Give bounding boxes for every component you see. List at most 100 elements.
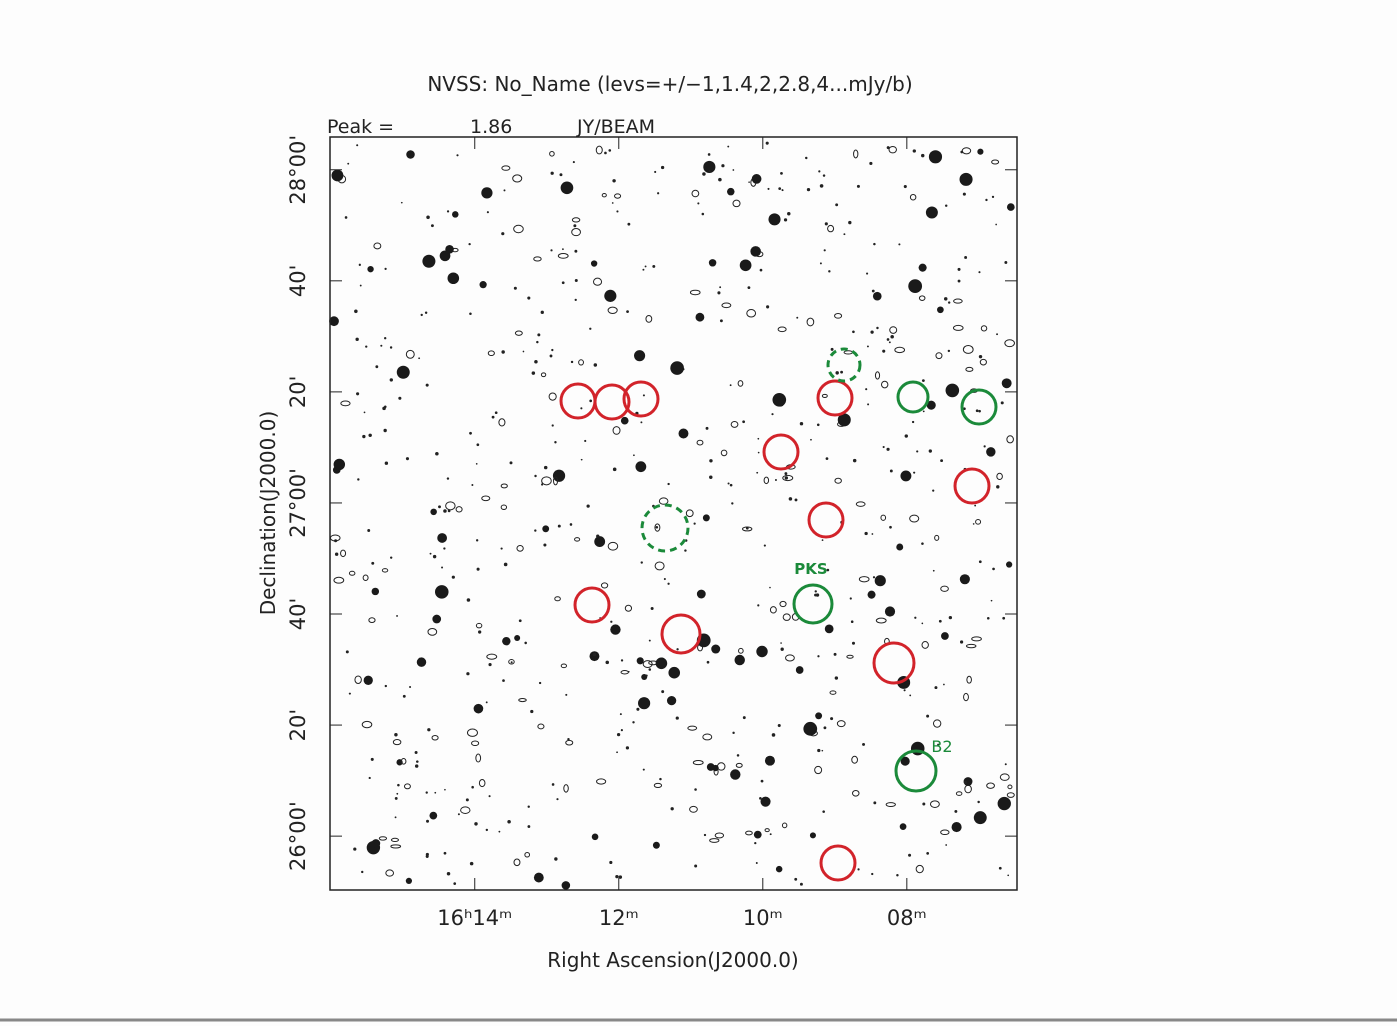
contour-source bbox=[1006, 561, 1013, 568]
contour-speck bbox=[871, 289, 875, 293]
contour-speck bbox=[616, 732, 621, 737]
contour-speck bbox=[932, 489, 935, 492]
contour-speck bbox=[627, 222, 631, 226]
contour-source bbox=[371, 587, 380, 596]
contour-speck bbox=[398, 396, 402, 400]
contour-ring bbox=[513, 224, 524, 234]
contour-ring bbox=[455, 506, 463, 513]
contours bbox=[329, 141, 1015, 890]
contour-speck bbox=[394, 816, 397, 819]
contour-ring bbox=[512, 174, 523, 183]
contour-speck bbox=[819, 262, 822, 265]
contour-speck bbox=[921, 153, 925, 158]
contour-speck bbox=[822, 810, 825, 813]
contour-source bbox=[437, 533, 448, 543]
contour-speck bbox=[676, 648, 679, 651]
contour-speck bbox=[644, 265, 647, 268]
contour-speck bbox=[960, 150, 964, 154]
red-circle bbox=[807, 501, 845, 539]
contour-ring bbox=[541, 476, 552, 486]
contour-source bbox=[333, 458, 346, 471]
contour-ring bbox=[875, 617, 887, 624]
contour-speck bbox=[475, 539, 479, 542]
plot-frame bbox=[329, 136, 1018, 891]
contour-speck bbox=[709, 475, 713, 480]
contour-ring bbox=[785, 654, 795, 662]
contour-speck bbox=[780, 642, 782, 644]
contour-speck bbox=[995, 223, 997, 226]
contour-source bbox=[959, 172, 973, 186]
contour-speck bbox=[559, 173, 563, 177]
contour-speck bbox=[882, 445, 885, 449]
contour-speck bbox=[767, 187, 770, 190]
contour-ring bbox=[881, 380, 889, 389]
contour-speck bbox=[945, 844, 948, 846]
contour-ring bbox=[730, 421, 739, 428]
contour-speck bbox=[788, 497, 793, 501]
contour-speck bbox=[427, 728, 431, 732]
contour-source bbox=[986, 447, 996, 457]
contour-speck bbox=[615, 875, 619, 879]
contour-speck bbox=[375, 365, 379, 369]
red-circle bbox=[593, 383, 631, 421]
contour-speck bbox=[769, 833, 772, 836]
contour-speck bbox=[551, 424, 554, 427]
contour-speck bbox=[475, 462, 478, 465]
contour-ring bbox=[548, 392, 557, 401]
contour-source bbox=[1006, 203, 1015, 211]
contour-speck bbox=[367, 529, 371, 532]
contour-speck bbox=[648, 668, 652, 671]
contour-speck bbox=[538, 681, 542, 685]
contour-source bbox=[750, 246, 761, 257]
green-dashed-circle bbox=[640, 503, 690, 553]
contour-source bbox=[371, 839, 381, 848]
contour-speck bbox=[824, 222, 828, 226]
contour-ring bbox=[362, 574, 369, 582]
contour-ring bbox=[612, 426, 621, 435]
contour-source bbox=[768, 213, 781, 226]
contour-speck bbox=[574, 279, 578, 283]
contour-speck bbox=[465, 798, 469, 802]
contour-source bbox=[638, 697, 651, 710]
contour-speck bbox=[937, 743, 940, 746]
contour-speck bbox=[784, 476, 788, 480]
contour-speck bbox=[531, 371, 536, 375]
contour-speck bbox=[974, 504, 977, 507]
contour-speck bbox=[557, 524, 561, 528]
contour-speck bbox=[865, 388, 868, 391]
contour-speck bbox=[850, 620, 854, 623]
contour-speck bbox=[524, 641, 527, 645]
contour-speck bbox=[494, 411, 498, 415]
contour-speck bbox=[507, 820, 511, 824]
contour-speck bbox=[886, 146, 890, 150]
contour-speck bbox=[396, 792, 399, 795]
contour-speck bbox=[717, 291, 721, 295]
contour-speck bbox=[556, 798, 559, 801]
contour-speck bbox=[957, 267, 961, 271]
contour-source bbox=[514, 635, 521, 642]
contour-speck bbox=[849, 597, 852, 600]
contour-speck bbox=[757, 604, 760, 607]
contour-ring bbox=[687, 725, 698, 731]
contour-speck bbox=[943, 297, 948, 301]
contour-speck bbox=[574, 249, 578, 253]
contour-speck bbox=[784, 472, 788, 476]
contour-speck bbox=[334, 552, 339, 556]
contour-source bbox=[712, 764, 719, 772]
contour-ring bbox=[596, 778, 607, 785]
contour-speck bbox=[708, 169, 711, 173]
contour-speck bbox=[977, 800, 980, 804]
contour-speck bbox=[719, 286, 722, 289]
contour-speck bbox=[667, 482, 670, 486]
green-dashed-circle bbox=[826, 347, 862, 383]
contour-ring bbox=[689, 805, 698, 813]
contour-speck bbox=[769, 586, 771, 589]
contour-speck bbox=[586, 504, 590, 508]
contour-ring bbox=[614, 193, 622, 199]
contour-speck bbox=[358, 263, 361, 266]
contour-speck bbox=[626, 310, 629, 314]
contour-ring bbox=[769, 606, 777, 614]
contour-speck bbox=[356, 144, 359, 147]
contour-speck bbox=[896, 873, 899, 877]
contour-ring bbox=[986, 782, 995, 789]
